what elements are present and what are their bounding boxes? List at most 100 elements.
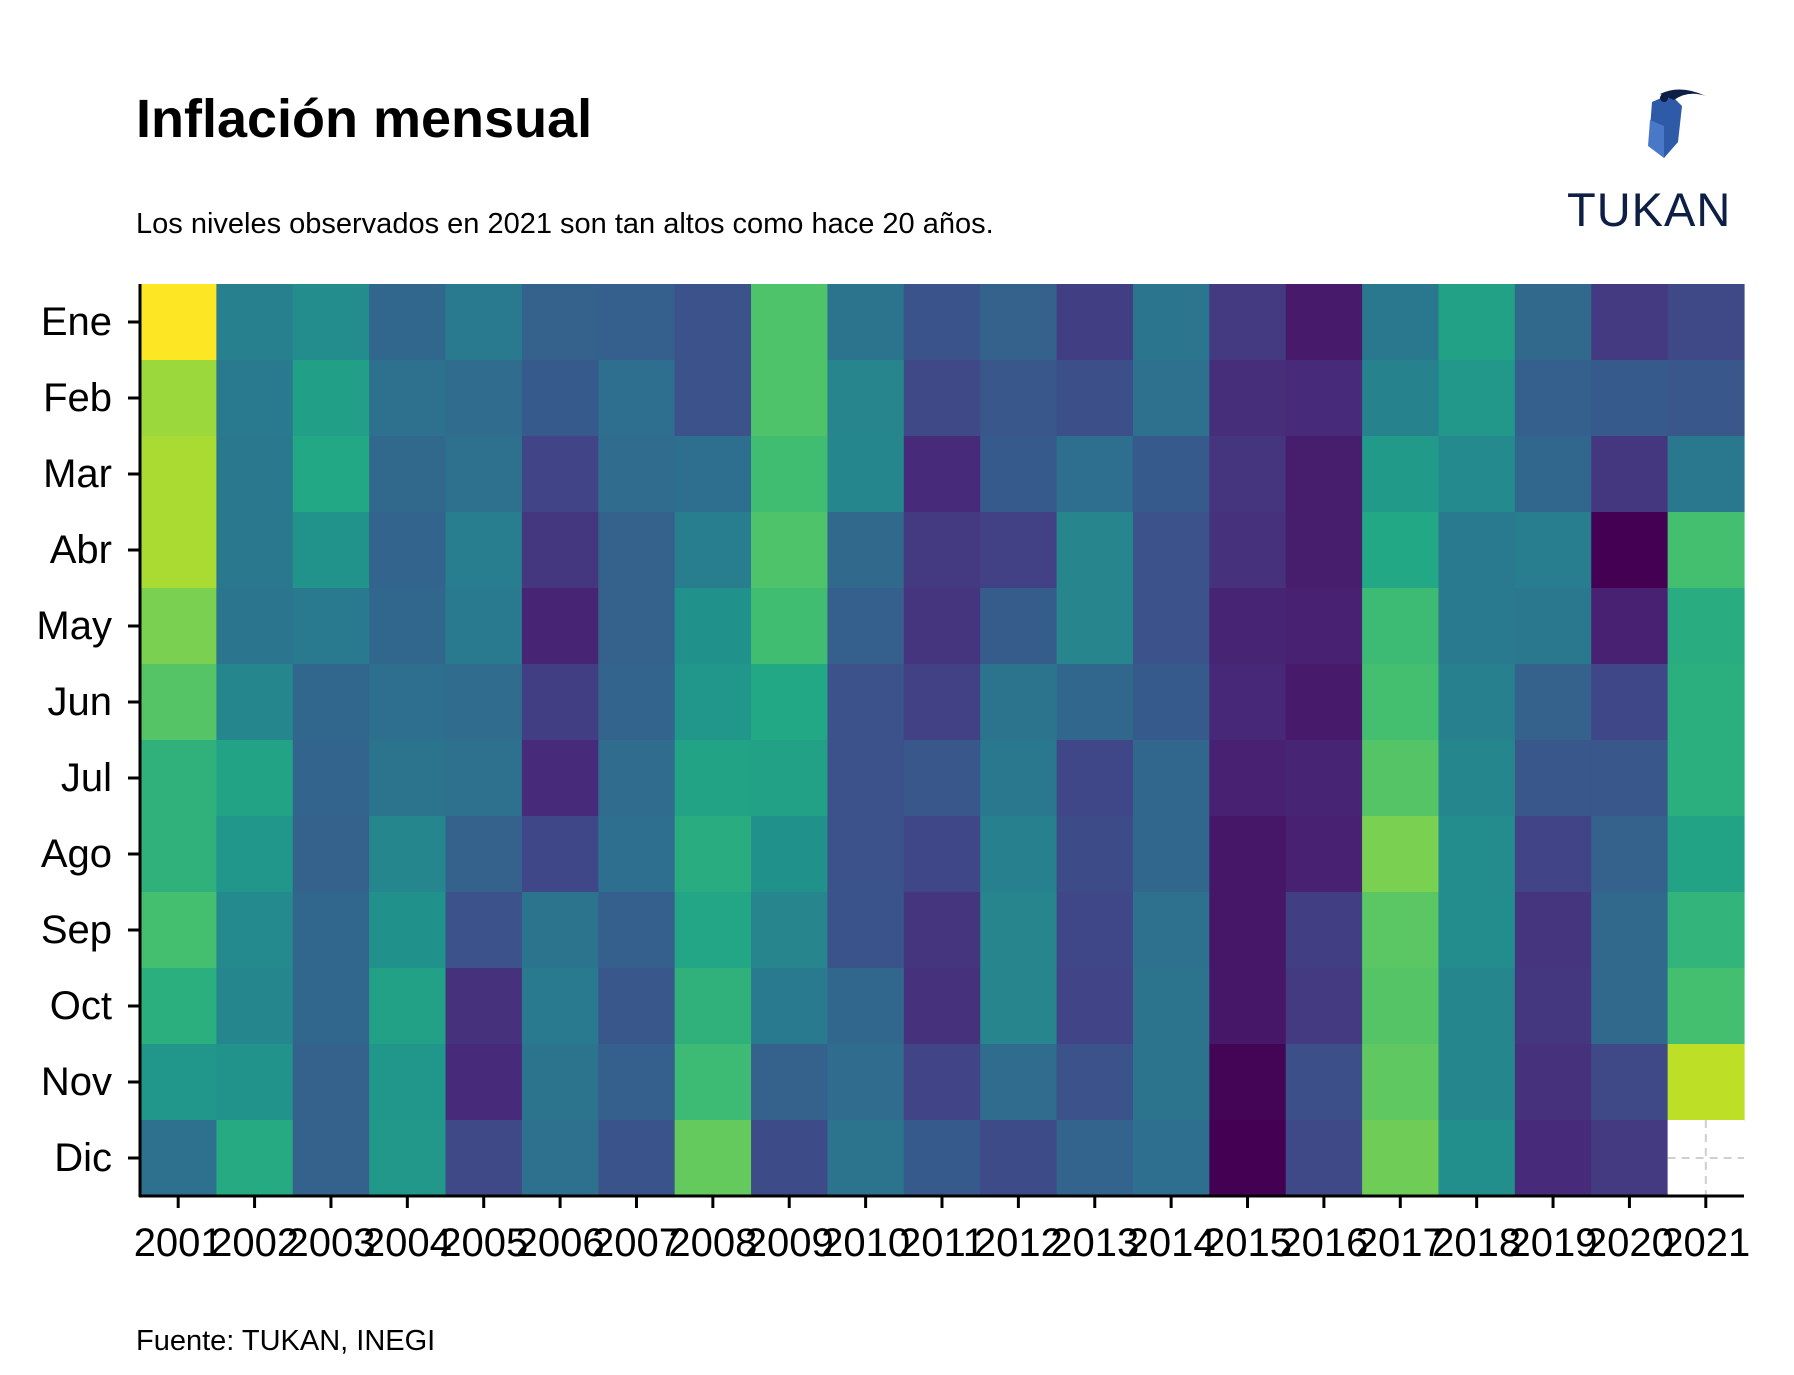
heatmap-cell [1056, 436, 1134, 513]
heatmap-cell [140, 588, 217, 665]
heatmap-cell [1667, 740, 1745, 817]
y-tick-label: May [36, 604, 112, 648]
y-axis-labels: Ene Feb Mar Abr May Jun Jul Ago Sep Oct Nov Dic [36, 300, 140, 1180]
heatmap-cell [140, 1120, 217, 1197]
heatmap-cell [751, 512, 829, 589]
heatmap-cell [980, 892, 1058, 969]
heatmap-cell [1132, 664, 1210, 741]
x-tick-label: 2001 [134, 1221, 223, 1265]
heatmap-cell [827, 892, 905, 969]
heatmap-cell [369, 588, 447, 665]
heatmap-cell [598, 588, 676, 665]
heatmap-cell [369, 1044, 447, 1121]
source-note: Fuente: TUKAN, INEGI [136, 1325, 436, 1357]
heatmap-cell [369, 968, 447, 1045]
heatmap-cell-missing [1667, 1120, 1744, 1196]
heatmap-cell [1056, 892, 1134, 969]
x-tick-label: 2012 [974, 1221, 1063, 1265]
x-tick-label: 2020 [1585, 1221, 1674, 1265]
heatmap-cell [292, 816, 370, 893]
heatmap-cell [598, 1044, 676, 1121]
heatmap-cell [751, 968, 829, 1045]
heatmap-cell [1285, 588, 1363, 665]
heatmap-cell [827, 664, 905, 741]
chart-subtitle: Los niveles observados en 2021 son tan a… [136, 208, 994, 240]
heatmap-cell [1591, 284, 1669, 361]
heatmap-cell [216, 512, 294, 589]
heatmap-cell [674, 664, 752, 741]
heatmap-cell [216, 436, 294, 513]
heatmap-cell [1514, 816, 1592, 893]
heatmap-cell [1667, 436, 1745, 513]
heatmap-cell [1667, 284, 1745, 361]
heatmap-cell [980, 968, 1058, 1045]
heatmap-cell [903, 512, 981, 589]
heatmap-cell [1514, 436, 1592, 513]
heatmap-cell [1209, 892, 1287, 969]
heatmap-cell [980, 740, 1058, 817]
heatmap-cell [369, 436, 447, 513]
heatmap-cell [1132, 588, 1210, 665]
heatmap-cell [598, 512, 676, 589]
heatmap-cell [216, 664, 294, 741]
heatmap-cell [1056, 1120, 1134, 1197]
heatmap-cell [1438, 512, 1516, 589]
heatmap-cell [751, 436, 829, 513]
heatmap-cell [521, 968, 599, 1045]
heatmap-cell [216, 360, 294, 437]
heatmap-cell [674, 512, 752, 589]
heatmap-cell [1285, 436, 1363, 513]
heatmap-cell [1362, 284, 1440, 361]
heatmap-cell [903, 1044, 981, 1121]
heatmap-cell [369, 816, 447, 893]
heatmap-cell [827, 1120, 905, 1197]
heatmap-cell [1438, 360, 1516, 437]
heatmap-cell [292, 740, 370, 817]
heatmap-cell [980, 816, 1058, 893]
heatmap-cell [1362, 1120, 1440, 1197]
heatmap-cell [521, 512, 599, 589]
heatmap-cell [1362, 892, 1440, 969]
heatmap-cell [751, 284, 829, 361]
heatmap-cell [1438, 284, 1516, 361]
x-tick-label: 2003 [286, 1221, 375, 1265]
heatmap-cell [1209, 816, 1287, 893]
heatmap-cell [292, 968, 370, 1045]
heatmap-cell [1132, 284, 1210, 361]
heatmap-cell [674, 892, 752, 969]
heatmap-cell [1362, 968, 1440, 1045]
heatmap-cell [1667, 512, 1745, 589]
x-tick-label: 2005 [439, 1221, 528, 1265]
heatmap-cell [445, 436, 523, 513]
heatmap-cell [521, 664, 599, 741]
chart-title: Inflación mensual [136, 89, 593, 149]
heatmap-cell [1514, 740, 1592, 817]
heatmap-cell [598, 436, 676, 513]
y-tick-label: Feb [43, 376, 112, 420]
heatmap-cell [751, 1044, 829, 1121]
heatmap-cell [1591, 968, 1669, 1045]
heatmap-cell [827, 588, 905, 665]
heatmap-cell [445, 740, 523, 817]
heatmap-cell [140, 284, 217, 361]
heatmap-cell [445, 588, 523, 665]
heatmap-cell [369, 284, 447, 361]
x-tick-label: 2014 [1127, 1221, 1216, 1265]
heatmap-cell [1591, 1044, 1669, 1121]
heatmap-cell [1438, 436, 1516, 513]
heatmap-cell [1667, 360, 1745, 437]
heatmap-cell [216, 1120, 294, 1197]
heatmap-cell [1209, 436, 1287, 513]
heatmap-cell [1209, 360, 1287, 437]
heatmap-cell [1209, 968, 1287, 1045]
heatmap-cell [292, 512, 370, 589]
heatmap-cell [140, 968, 217, 1045]
heatmap-cell [980, 1120, 1058, 1197]
heatmap-cell [1514, 284, 1592, 361]
heatmap-cell [292, 1120, 370, 1197]
y-tick-label: Jul [61, 756, 112, 800]
heatmap-cell [827, 816, 905, 893]
heatmap-cell [674, 1044, 752, 1121]
heatmap-cell [903, 892, 981, 969]
heatmap-cell [216, 588, 294, 665]
